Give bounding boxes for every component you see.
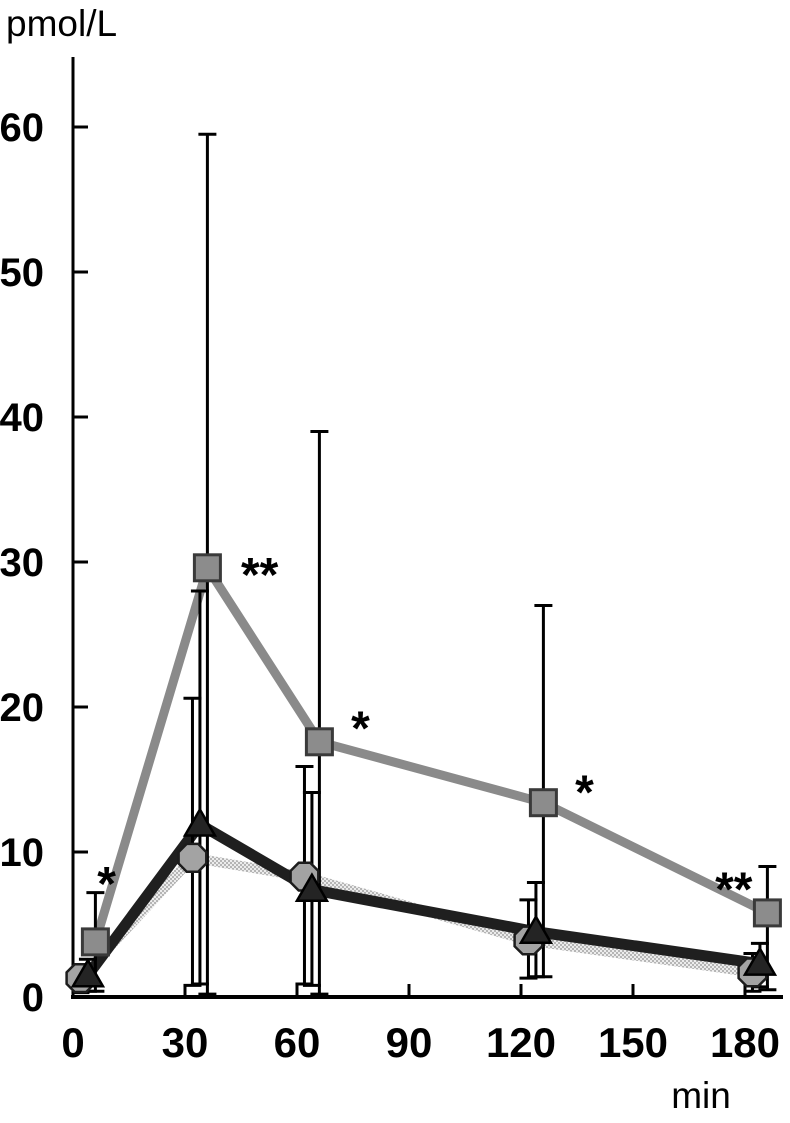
significance-asterisk: ** — [241, 549, 279, 602]
square-series-markers — [80, 553, 782, 957]
significance-asterisk: * — [575, 767, 594, 820]
square-marker — [304, 727, 334, 757]
square-marker — [752, 898, 782, 928]
circle-series-line — [76, 852, 754, 982]
y-axis-unit-label: pmol/L — [6, 3, 117, 44]
square-series-line — [91, 557, 770, 944]
circle-marker — [177, 842, 208, 873]
x-tick-label: 180 — [710, 1019, 780, 1066]
x-tick-label: 0 — [61, 1019, 84, 1066]
triangle-marker — [182, 806, 218, 837]
x-tick-label: 150 — [598, 1019, 668, 1066]
y-tick-label: 50 — [0, 251, 44, 295]
triangle-marker — [742, 946, 778, 976]
triangle-marker — [294, 872, 330, 902]
x-tick-label: 30 — [162, 1019, 209, 1066]
triangle-series-markers — [70, 806, 778, 988]
y-tick-label: 10 — [0, 831, 44, 875]
y-tick-label: 30 — [0, 541, 44, 585]
x-tick-label: 60 — [274, 1019, 321, 1066]
y-tick-label: 0 — [22, 976, 44, 1020]
square-marker — [80, 927, 110, 957]
triangle-marker — [70, 957, 106, 988]
significance-asterisk: * — [351, 703, 370, 756]
square-marker — [528, 788, 558, 818]
y-tick-label: 60 — [0, 106, 44, 150]
significance-asterisk: ** — [715, 864, 753, 917]
triangle-marker — [518, 914, 554, 944]
y-tick-label: 40 — [0, 396, 44, 440]
square-marker — [192, 553, 222, 583]
x-axis-unit-label: min — [671, 1075, 731, 1116]
x-tick-label: 90 — [386, 1019, 433, 1066]
significance-asterisk: * — [97, 858, 116, 911]
x-tick-label: 120 — [486, 1019, 556, 1066]
y-tick-label: 20 — [0, 686, 44, 730]
